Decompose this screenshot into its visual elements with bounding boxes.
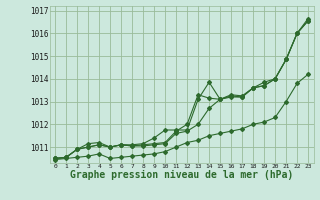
X-axis label: Graphe pression niveau de la mer (hPa): Graphe pression niveau de la mer (hPa) bbox=[70, 170, 293, 180]
